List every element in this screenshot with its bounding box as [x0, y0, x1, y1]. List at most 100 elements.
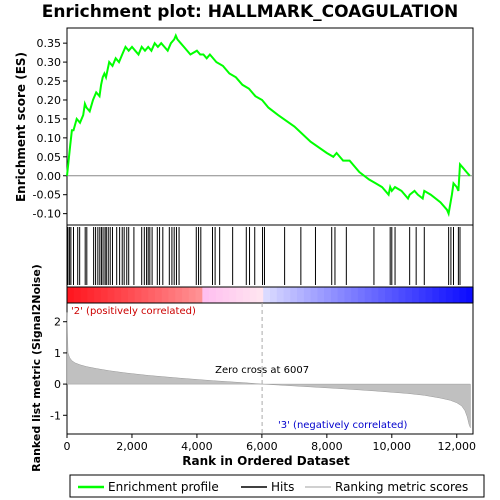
color-bar-segment	[236, 287, 244, 303]
ranking-metric-area	[66, 312, 471, 428]
metric-y-tick-label: 0	[54, 378, 61, 391]
legend-hits-label: Hits	[271, 480, 294, 494]
color-bar-segment	[94, 287, 102, 303]
color-bar-segment	[425, 287, 433, 303]
color-bar-segment	[276, 287, 285, 303]
color-bar-segment	[344, 287, 352, 303]
metric-y-axis: -1 0 1 2	[50, 316, 67, 422]
color-bar-segment	[303, 287, 312, 303]
color-bar-segment	[378, 287, 386, 303]
color-bar-segment	[195, 287, 203, 303]
color-bar-segment	[290, 287, 298, 303]
es-y-tick-label: 0.25	[37, 75, 62, 88]
color-bar-segment	[357, 287, 366, 303]
color-bar-segment	[215, 287, 224, 303]
color-bar-segment	[175, 287, 183, 303]
hits-marks	[67, 227, 461, 285]
color-bar-segment	[364, 287, 373, 303]
color-bar-segment	[263, 287, 271, 303]
color-bar-segment	[202, 287, 210, 303]
es-y-axis: -0.10 -0.05 0.00 0.05 0.10 0.15 0.20 0.25 0.30 0.…	[33, 37, 67, 221]
color-bar-segment	[148, 287, 156, 303]
color-bar-segment	[127, 287, 136, 303]
es-panel-frame	[66, 27, 474, 226]
metric-x-tick-label: 6,000	[246, 440, 278, 453]
color-bar-segment	[324, 287, 332, 303]
color-bar-segment	[466, 287, 474, 303]
es-y-tick-label: 0.05	[37, 151, 62, 164]
color-bar-segment	[134, 287, 143, 303]
color-bar-segment	[87, 287, 95, 303]
color-bar-segment	[114, 287, 122, 303]
negative-correlation-label: '3' (negatively correlated)	[278, 420, 407, 431]
color-bar-segment	[445, 287, 454, 303]
color-bar-segment	[317, 287, 325, 303]
color-bar-segment	[161, 287, 170, 303]
metric-x-tick-label: 4,000	[181, 440, 213, 453]
es-y-tick-label: 0.15	[37, 113, 62, 126]
color-bar-segment	[412, 287, 420, 303]
color-bar-segment	[107, 287, 115, 303]
metric-y-tick-label: 1	[54, 347, 61, 360]
hits-panel-frame	[66, 224, 474, 288]
metric-x-tick-label: 10,000	[373, 440, 412, 453]
metric-y-axis-title: Ranked list metric (Signal2Noise)	[30, 264, 43, 472]
zero-cross-label: Zero cross at 6007	[215, 365, 309, 376]
color-bar-segment	[391, 287, 400, 303]
color-bar-segment	[141, 287, 149, 303]
color-bar-segment	[405, 287, 413, 303]
metric-panel-frame	[66, 302, 474, 435]
es-y-tick-label: 0.10	[37, 132, 62, 145]
color-bar-segment	[398, 287, 406, 303]
color-bar-segment	[182, 287, 190, 303]
metric-y-tick-label: -1	[50, 409, 61, 422]
color-bar-segment	[188, 287, 197, 303]
color-bar-segment	[351, 287, 359, 303]
metric-x-tick-label: 2,000	[116, 440, 148, 453]
color-bar-segment	[80, 287, 88, 303]
metric-x-tick-label: 8,000	[311, 440, 343, 453]
metric-x-tick-label: 12,000	[438, 440, 477, 453]
color-bar-segment	[439, 287, 447, 303]
enrichment-profile-line	[66, 33, 471, 218]
es-y-axis-title: Enrichment score (ES)	[14, 52, 28, 202]
chart-title: Enrichment plot: HALLMARK_COAGULATION	[42, 2, 459, 22]
color-bar-segment	[121, 287, 129, 303]
color-bar-segment	[168, 287, 176, 303]
color-bar-segment	[242, 287, 251, 303]
color-bar-segment	[371, 287, 379, 303]
color-bar-segment	[432, 287, 440, 303]
color-bar-segment	[283, 287, 291, 303]
color-bar-segment	[459, 287, 467, 303]
metric-x-axis-title: Rank in Ordered Dataset	[182, 454, 350, 468]
color-bar-segment	[385, 287, 393, 303]
color-bar-segment	[337, 287, 346, 303]
metric-x-tick-label: 0	[64, 440, 71, 453]
ranking-color-bar	[67, 287, 474, 303]
legend-metric-label: Ranking metric scores	[335, 480, 468, 494]
color-bar-segment	[270, 287, 278, 303]
color-bar-segment	[73, 287, 82, 303]
metric-x-axis: 0 2,000 4,000 6,000 8,000 10,000 12,000	[64, 434, 477, 453]
color-bar-segment	[452, 287, 461, 303]
es-y-tick-label: 0.00	[37, 170, 62, 183]
es-y-tick-label: -0.05	[33, 189, 61, 202]
positive-correlation-label: '2' (positively correlated)	[71, 306, 196, 317]
es-y-tick-label: 0.30	[37, 56, 62, 69]
color-bar-segment	[297, 287, 305, 303]
es-y-tick-label: 0.20	[37, 94, 62, 107]
es-y-tick-label: -0.10	[33, 208, 61, 221]
color-bar-segment	[154, 287, 163, 303]
color-bar-segment	[249, 287, 258, 303]
es-y-tick-label: 0.35	[37, 37, 62, 50]
color-bar-segment	[330, 287, 339, 303]
color-bar-segment	[222, 287, 230, 303]
legend-profile-label: Enrichment profile	[108, 480, 219, 494]
color-bar-segment	[256, 287, 264, 303]
color-bar-segment	[229, 287, 237, 303]
color-bar-segment	[67, 287, 75, 303]
color-bar-segment	[100, 287, 109, 303]
color-bar-segment	[418, 287, 427, 303]
color-bar-segment	[209, 287, 217, 303]
